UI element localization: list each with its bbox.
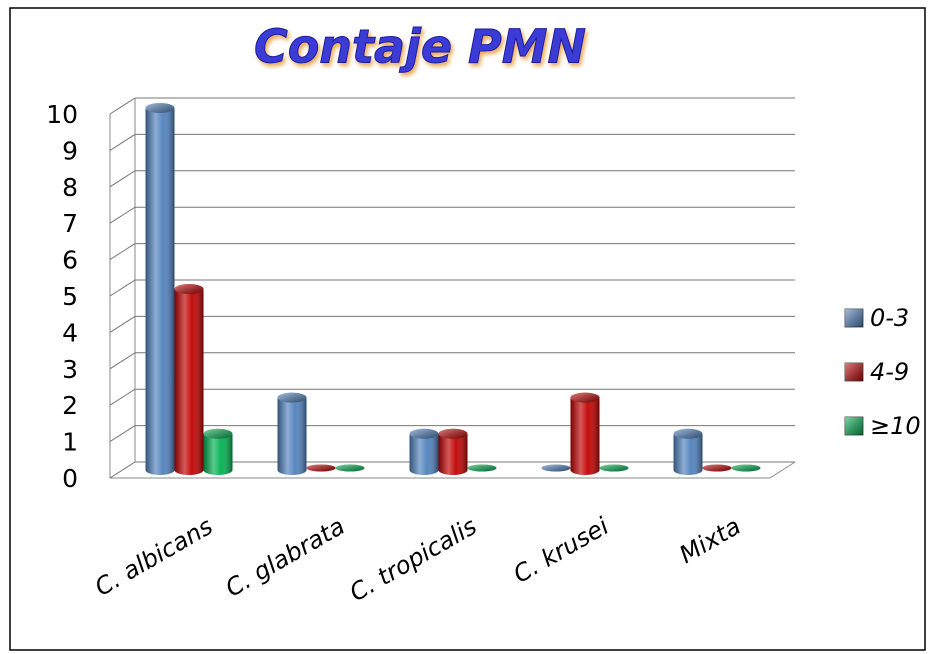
y-tick-label: 6 [62, 246, 78, 275]
bar-shade [277, 397, 307, 470]
x-tick-label: C. albicans [90, 512, 217, 602]
y-tick-label: 3 [62, 355, 78, 384]
grid-line-side [109, 388, 136, 406]
legend-swatch-shade [845, 309, 863, 327]
bar-shade [570, 397, 600, 470]
bar-shade [599, 464, 629, 472]
y-tick-label: 10 [46, 100, 78, 129]
bar-base-shade [203, 465, 233, 475]
bar-cylinder [277, 392, 307, 475]
chart-title: Contaje PMN [254, 20, 586, 74]
bar-shade [467, 464, 497, 472]
grid-line-side [109, 279, 136, 297]
bar-cylinder [599, 464, 629, 472]
x-tick-label: C. glabrata [221, 512, 350, 603]
legend-swatch-shade [845, 417, 863, 435]
x-tick-label: C. krusei [509, 512, 614, 589]
y-tick-label: 8 [62, 173, 78, 202]
bar-shade [673, 433, 703, 470]
bar-cylinder [409, 428, 439, 475]
bar-cylinder [467, 464, 497, 472]
bar-base-shade [673, 465, 703, 475]
legend-label: 4-9 [870, 358, 909, 386]
bar-shade [731, 464, 761, 472]
grid-line-side [109, 206, 136, 224]
bar-shade [702, 464, 732, 472]
bar-shade [541, 464, 571, 472]
y-tick-label: 0 [62, 464, 78, 493]
bar-cylinder [145, 103, 175, 475]
bar-base-shade [145, 465, 175, 475]
x-tick-label: C. tropicalis [345, 512, 482, 607]
bar-cap-shade [277, 392, 307, 403]
bar-cap-shade [145, 103, 175, 113]
bar-cylinder [438, 428, 468, 475]
bar-cap-shade [174, 284, 204, 294]
bar-base-shade [570, 465, 600, 475]
bar-cylinder [174, 284, 204, 475]
grid-line-side [109, 425, 136, 443]
y-tick-label: 7 [62, 209, 78, 238]
bar-cap-shade [438, 428, 468, 439]
bar-cap-shade [203, 428, 233, 439]
bar-shade [335, 464, 365, 472]
grid-line-side [109, 243, 136, 261]
bar-base-shade [409, 465, 439, 475]
x-tick-label: Mixta [675, 512, 746, 569]
bar-shade [145, 108, 175, 470]
y-tick-label: 4 [62, 318, 78, 347]
bar-shade [174, 289, 204, 470]
bar-base-shade [438, 465, 468, 475]
y-tick-label: 2 [62, 391, 78, 420]
bar-cylinder [203, 428, 233, 475]
bar-cylinder [702, 464, 732, 472]
grid-line-side [109, 133, 136, 151]
grid-line-side [109, 352, 136, 370]
y-tick-label: 9 [62, 136, 78, 165]
bar-cylinder [673, 428, 703, 475]
chart-border [9, 7, 926, 651]
bar-cylinder [335, 464, 365, 472]
bar-cap-shade [673, 428, 703, 439]
bar-base-shade [277, 465, 307, 475]
bar-cap-shade [409, 428, 439, 439]
grid-line-side [109, 315, 136, 333]
legend-label: 0-3 [870, 304, 909, 332]
bar-shade [203, 433, 233, 470]
bar-cap-shade [570, 392, 600, 403]
bar-cylinder [306, 464, 336, 472]
y-tick-label: 1 [62, 428, 78, 457]
bar-cylinder [541, 464, 571, 472]
grid-line-side [109, 97, 136, 115]
grid-line-side [109, 461, 136, 479]
bar-shade [306, 464, 336, 472]
bar-shade [438, 433, 468, 470]
legend-swatch-shade [845, 363, 863, 381]
bar-cylinder [731, 464, 761, 472]
bar-shade [409, 433, 439, 470]
floor-right [769, 461, 796, 479]
grid-line-side [109, 170, 136, 188]
bar-cylinder [570, 392, 600, 475]
y-tick-label: 5 [62, 282, 78, 311]
legend-label: ≥10 [870, 412, 921, 440]
bar-base-shade [174, 465, 204, 475]
